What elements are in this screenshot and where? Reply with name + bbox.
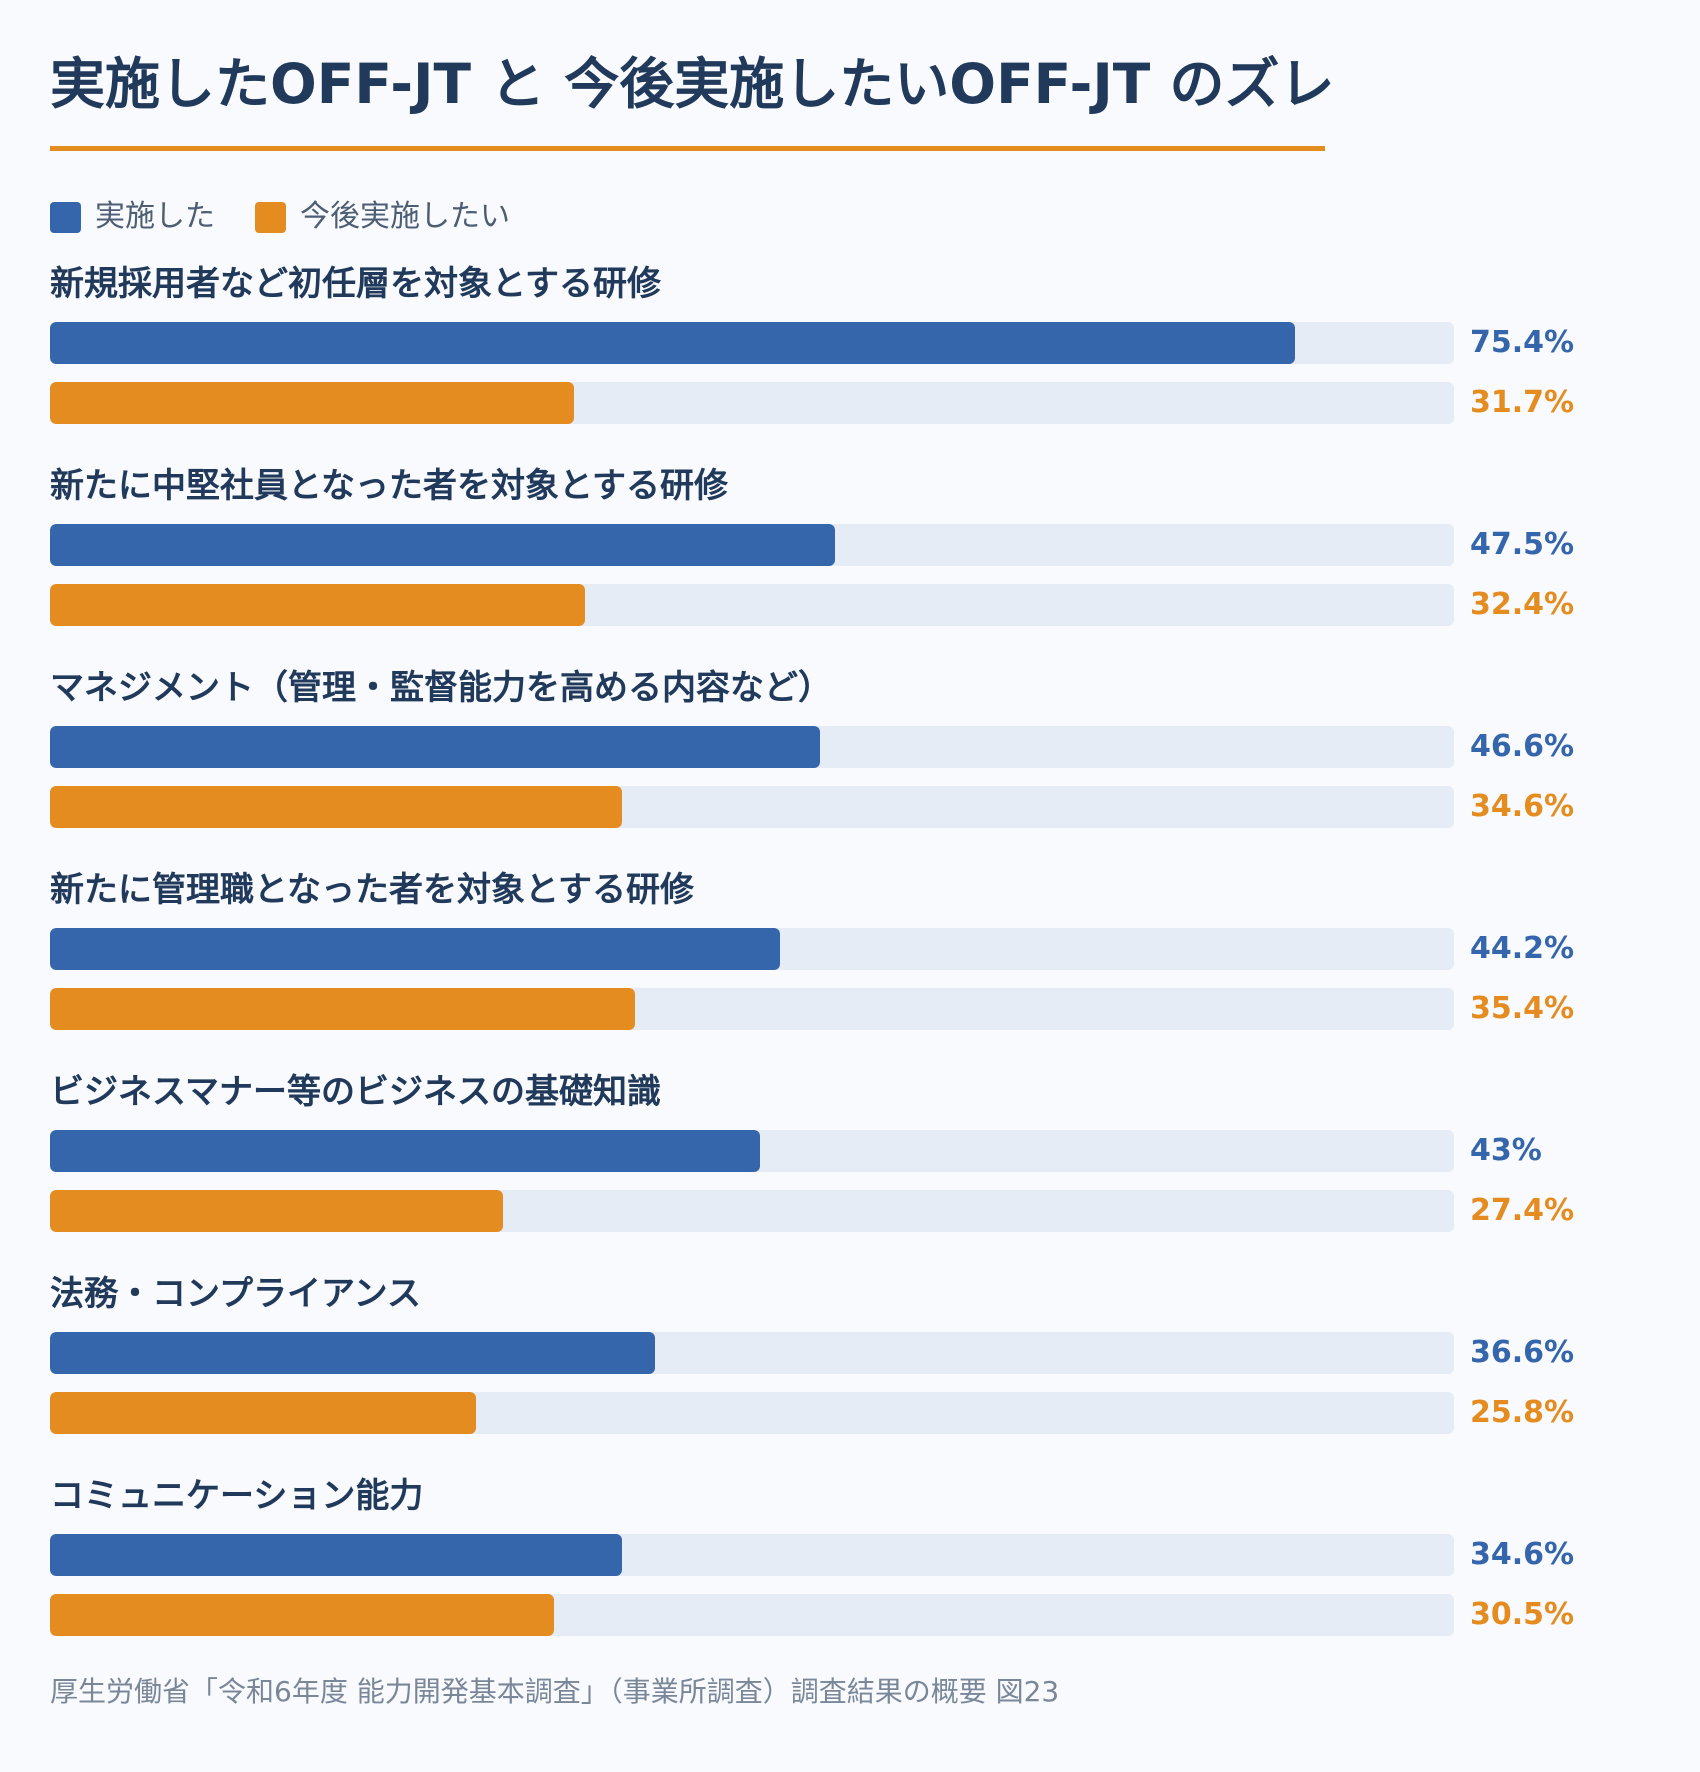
bar-group: 新たに中堅社員となった者を対象とする研修 47.5% 32.4% bbox=[50, 461, 1650, 663]
category-label: 法務・コンプライアンス bbox=[50, 1274, 421, 1314]
legend-label-future: 今後実施したい bbox=[300, 199, 510, 234]
bar-row-implemented: 47.5% bbox=[50, 524, 1650, 566]
bar-future bbox=[50, 988, 635, 1030]
bar-track bbox=[50, 1534, 1454, 1576]
bar-implemented bbox=[50, 1130, 761, 1172]
bar-value-label: 47.5% bbox=[1470, 527, 1575, 562]
bar-row-implemented: 34.6% bbox=[50, 1534, 1650, 1576]
bar-row-future: 27.4% bbox=[50, 1190, 1650, 1232]
bar-future bbox=[50, 1594, 554, 1636]
bar-track bbox=[50, 988, 1454, 1030]
legend: 実施した 今後実施したい bbox=[50, 197, 1650, 237]
bar-track bbox=[50, 928, 1454, 970]
bar-track bbox=[50, 524, 1454, 566]
bar-track bbox=[50, 1190, 1454, 1232]
bar-implemented bbox=[50, 322, 1296, 364]
bar-track bbox=[50, 1332, 1454, 1374]
bar-value-label: 35.4% bbox=[1470, 991, 1575, 1026]
bar-value-label: 34.6% bbox=[1470, 789, 1575, 824]
legend-item-implemented: 実施した bbox=[50, 197, 215, 237]
bar-group: マネジメント（管理・監督能力を高める内容など） 46.6% 34.6% bbox=[50, 663, 1650, 865]
bar-row-implemented: 75.4% bbox=[50, 322, 1650, 364]
bar-groups: 新規採用者など初任層を対象とする研修 75.4% 31.7% 新たに中堅社員となった者… bbox=[50, 259, 1650, 1673]
bar-implemented bbox=[50, 726, 820, 768]
bar-row-implemented: 44.2% bbox=[50, 928, 1650, 970]
bar-row-future: 34.6% bbox=[50, 786, 1650, 828]
bar-implemented bbox=[50, 1534, 622, 1576]
bar-future bbox=[50, 382, 574, 424]
bar-track bbox=[50, 1594, 1454, 1636]
bar-implemented bbox=[50, 928, 781, 970]
bar-track bbox=[50, 382, 1454, 424]
bar-value-label: 75.4% bbox=[1470, 325, 1575, 360]
legend-swatch-future bbox=[255, 201, 286, 233]
category-label: 新たに管理職となった者を対象とする研修 bbox=[50, 870, 694, 910]
category-label: 新たに中堅社員となった者を対象とする研修 bbox=[50, 466, 728, 506]
bar-track bbox=[50, 584, 1454, 626]
bar-track bbox=[50, 322, 1454, 364]
legend-swatch-implemented bbox=[50, 201, 81, 233]
bar-value-label: 34.6% bbox=[1470, 1537, 1575, 1572]
bar-value-label: 36.6% bbox=[1470, 1335, 1575, 1370]
bar-row-implemented: 46.6% bbox=[50, 726, 1650, 768]
bar-row-future: 30.5% bbox=[50, 1594, 1650, 1636]
bar-group: 法務・コンプライアンス 36.6% 25.8% bbox=[50, 1269, 1650, 1471]
bar-group: コミュニケーション能力 34.6% 30.5% bbox=[50, 1471, 1650, 1673]
bar-track bbox=[50, 1392, 1454, 1434]
title-underline bbox=[50, 146, 1325, 151]
bar-value-label: 30.5% bbox=[1470, 1597, 1575, 1632]
bar-implemented bbox=[50, 524, 835, 566]
bar-value-label: 31.7% bbox=[1470, 385, 1575, 420]
bar-row-future: 35.4% bbox=[50, 988, 1650, 1030]
bar-row-future: 32.4% bbox=[50, 584, 1650, 626]
bar-row-future: 25.8% bbox=[50, 1392, 1650, 1434]
category-label: コミュニケーション能力 bbox=[50, 1476, 424, 1516]
bar-group: ビジネスマナー等のビジネスの基礎知識 43% 27.4% bbox=[50, 1067, 1650, 1269]
source-note: 厚生労働省「令和6年度 能力開発基本調査」（事業所調査）調査結果の概要 図23 bbox=[50, 1675, 1060, 1708]
bar-future bbox=[50, 1190, 503, 1232]
bar-group: 新たに管理職となった者を対象とする研修 44.2% 35.4% bbox=[50, 865, 1650, 1067]
bar-track bbox=[50, 726, 1454, 768]
bar-row-implemented: 36.6% bbox=[50, 1332, 1650, 1374]
bar-value-label: 44.2% bbox=[1470, 931, 1575, 966]
legend-label-implemented: 実施した bbox=[95, 199, 215, 234]
bar-group: 新規採用者など初任層を対象とする研修 75.4% 31.7% bbox=[50, 259, 1650, 461]
bar-track bbox=[50, 1130, 1454, 1172]
category-label: ビジネスマナー等のビジネスの基礎知識 bbox=[50, 1072, 661, 1112]
bar-track bbox=[50, 786, 1454, 828]
bar-value-label: 27.4% bbox=[1470, 1193, 1575, 1228]
bar-value-label: 43% bbox=[1470, 1133, 1542, 1168]
bar-future bbox=[50, 1392, 477, 1434]
category-label: 新規採用者など初任層を対象とする研修 bbox=[50, 264, 661, 304]
chart-title: 実施したOFF-JT と 今後実施したいOFF-JT のズレ bbox=[50, 52, 1335, 116]
bar-future bbox=[50, 584, 586, 626]
bar-row-implemented: 43% bbox=[50, 1130, 1650, 1172]
bar-value-label: 25.8% bbox=[1470, 1395, 1575, 1430]
bar-value-label: 32.4% bbox=[1470, 587, 1575, 622]
bar-future bbox=[50, 786, 622, 828]
category-label: マネジメント（管理・監督能力を高める内容など） bbox=[50, 668, 832, 708]
bar-implemented bbox=[50, 1332, 655, 1374]
legend-item-future: 今後実施したい bbox=[255, 197, 510, 237]
bar-row-future: 31.7% bbox=[50, 382, 1650, 424]
bar-value-label: 46.6% bbox=[1470, 729, 1575, 764]
